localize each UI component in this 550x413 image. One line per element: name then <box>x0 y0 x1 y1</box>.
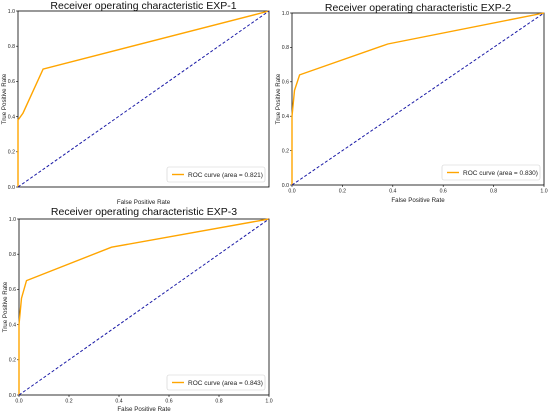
y-tick-label: 0.8 <box>282 45 289 51</box>
y-tick-label: 0.0 <box>9 393 16 399</box>
plot-frame <box>18 218 270 396</box>
y-tick-label: 0.4 <box>282 114 289 120</box>
chance-diagonal-line <box>18 218 270 396</box>
y-tick-label: 0.6 <box>8 79 15 85</box>
roc-curve-line <box>291 12 545 185</box>
plot-frame <box>291 12 545 186</box>
y-tick-label: 0.2 <box>282 148 289 154</box>
x-tick-label: 0.0 <box>288 189 295 195</box>
legend: ROC curve (area = 0.843) <box>166 374 266 391</box>
x-tick-label: 0.0 <box>15 399 22 405</box>
y-tick-label: 0.4 <box>8 114 15 120</box>
chart-title: Receiver operating characteristic EXP-2 <box>325 2 511 14</box>
chart-title: Receiver operating characteristic EXP-3 <box>51 206 237 218</box>
legend-label: ROC curve (area = 0.821) <box>188 172 263 179</box>
x-tick-label: 0.2 <box>65 399 72 405</box>
roc-curve-line <box>17 10 270 187</box>
roc-curve-line <box>18 218 270 395</box>
x-tick-label: 0.4 <box>115 399 122 405</box>
x-tick-label: 1.0 <box>540 189 547 195</box>
x-tick-label: 0.8 <box>490 189 497 195</box>
y-axis-label: True Positive Rate <box>1 73 8 124</box>
legend-box <box>166 374 266 391</box>
legend-label: ROC curve (area = 0.830) <box>463 170 538 177</box>
chart-title: Receiver operating characteristic EXP-1 <box>50 0 236 12</box>
plot-frame <box>17 10 270 188</box>
y-tick-label: 0.6 <box>9 287 16 293</box>
y-tick-label: 0.0 <box>282 183 289 189</box>
legend: ROC curve (area = 0.830) <box>441 164 541 181</box>
roc-chart-2: Receiver operating characteristic EXP-2 0… <box>275 2 548 204</box>
y-axis-label: True Positive Rate <box>2 281 9 332</box>
x-tick-label: 0.8 <box>215 399 222 405</box>
y-tick-label: 1.0 <box>8 9 15 15</box>
legend-box <box>166 166 266 183</box>
y-tick-label: 1.0 <box>9 217 16 223</box>
y-tick-label: 0.2 <box>8 150 15 156</box>
x-tick-label: 0.6 <box>165 399 172 405</box>
x-axis-label: False Positive Rate <box>391 197 445 204</box>
y-tick-label: 0.8 <box>8 44 15 50</box>
y-tick-label: 0.8 <box>9 252 16 258</box>
legend: ROC curve (area = 0.821) <box>166 166 266 183</box>
roc-chart-3: Receiver operating characteristic EXP-3 0… <box>2 206 273 413</box>
x-tick-label: 0.4 <box>389 189 396 195</box>
legend-label: ROC curve (area = 0.843) <box>188 380 263 387</box>
y-tick-label: 1.0 <box>282 11 289 17</box>
chance-diagonal-line <box>291 12 545 186</box>
x-tick-label: 1.0 <box>265 399 272 405</box>
legend-box <box>441 164 541 181</box>
y-tick-label: 0.0 <box>8 185 15 191</box>
x-tick-label: 0.6 <box>440 189 447 195</box>
chance-diagonal-line <box>17 10 270 188</box>
y-tick-label: 0.6 <box>282 80 289 86</box>
y-axis-label: True Positive Rate <box>275 73 282 124</box>
y-tick-label: 0.4 <box>9 322 16 328</box>
x-axis-label: False Positive Rate <box>117 406 171 413</box>
x-axis-label: False Positive Rate <box>117 199 171 206</box>
y-tick-label: 0.2 <box>9 358 16 364</box>
x-tick-label: 0.2 <box>339 189 346 195</box>
roc-chart-1: Receiver operating characteristic EXP-1 0… <box>1 0 270 206</box>
